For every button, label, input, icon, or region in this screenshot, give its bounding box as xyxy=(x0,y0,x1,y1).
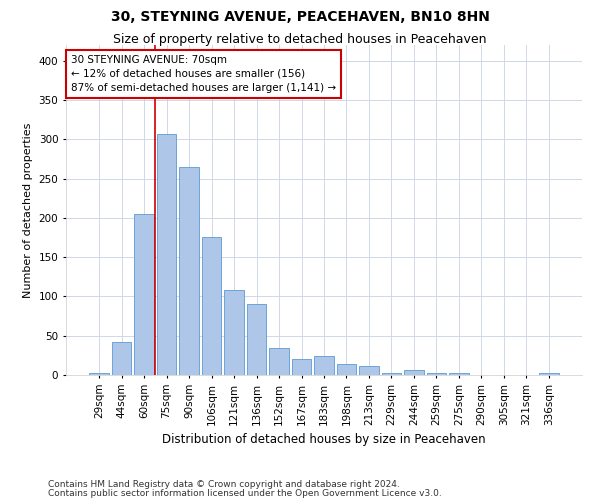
Text: Contains HM Land Registry data © Crown copyright and database right 2024.: Contains HM Land Registry data © Crown c… xyxy=(48,480,400,489)
Bar xyxy=(247,304,266,375)
Bar xyxy=(157,134,176,375)
Bar xyxy=(314,356,334,375)
Text: Size of property relative to detached houses in Peacehaven: Size of property relative to detached ho… xyxy=(113,32,487,46)
Text: Contains public sector information licensed under the Open Government Licence v3: Contains public sector information licen… xyxy=(48,489,442,498)
Y-axis label: Number of detached properties: Number of detached properties xyxy=(23,122,33,298)
Bar xyxy=(404,370,424,375)
Bar xyxy=(539,372,559,375)
Bar xyxy=(202,236,221,375)
Bar xyxy=(449,374,469,375)
X-axis label: Distribution of detached houses by size in Peacehaven: Distribution of detached houses by size … xyxy=(162,433,486,446)
Bar xyxy=(382,372,401,375)
Bar xyxy=(112,342,131,375)
Bar xyxy=(179,167,199,375)
Bar xyxy=(89,372,109,375)
Bar xyxy=(427,374,446,375)
Bar xyxy=(337,364,356,375)
Bar xyxy=(359,366,379,375)
Bar xyxy=(134,214,154,375)
Bar xyxy=(224,290,244,375)
Bar xyxy=(269,348,289,375)
Text: 30, STEYNING AVENUE, PEACEHAVEN, BN10 8HN: 30, STEYNING AVENUE, PEACEHAVEN, BN10 8H… xyxy=(110,10,490,24)
Text: 30 STEYNING AVENUE: 70sqm
← 12% of detached houses are smaller (156)
87% of semi: 30 STEYNING AVENUE: 70sqm ← 12% of detac… xyxy=(71,55,336,93)
Bar xyxy=(292,360,311,375)
